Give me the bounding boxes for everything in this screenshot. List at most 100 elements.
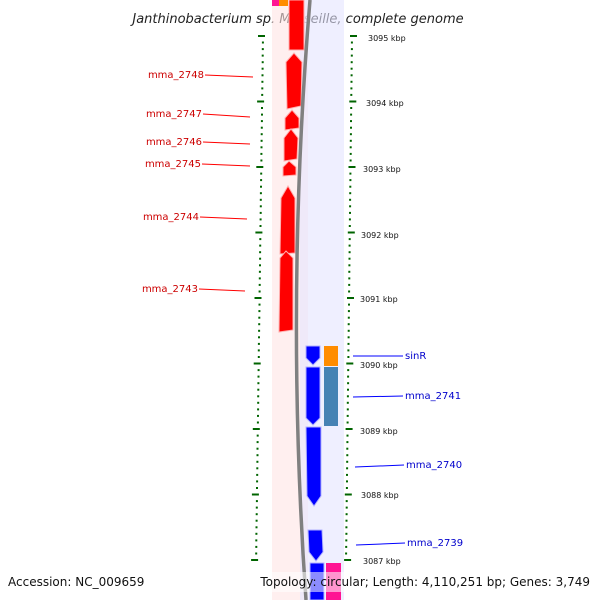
gene-arrow-mma-2746[interactable] [283,128,299,162]
ruler-minor-tick [347,375,350,378]
leader-mma-2741 [352,395,404,398]
ruler-minor-tick [349,211,351,214]
ruler-major-tick [346,362,354,365]
ruler-minor-tick [348,270,351,273]
ruler-minor-tick [345,526,348,529]
ruler-minor-tick [348,225,351,227]
leader-mma-2739 [355,542,406,546]
ruler-major-tick [347,297,354,299]
ruler-minor-tick [259,244,262,247]
ruler-major-tick [344,493,352,496]
genome-backbone [294,0,312,600]
ruler-minor-tick [261,41,264,44]
ruler-minor-tick [255,506,258,509]
ruler-minor-tick [346,408,349,411]
ruler-major-tick [253,362,261,365]
ruler-minor-tick [256,480,259,483]
gene-arrow-mma-2748[interactable] [285,52,303,110]
ruler-label-3092: 3092 kbp [361,231,399,240]
ruler-minor-tick [259,205,262,208]
ruler-minor-tick [260,172,263,175]
ruler-minor-tick [256,467,259,470]
ruler-minor-tick [350,93,353,96]
ruler-minor-tick [347,349,350,352]
ruler-minor-tick [261,54,264,57]
ruler-minor-tick [350,41,353,44]
gene-label-mma-2748[interactable]: mma_2748 [148,70,204,81]
ruler-major-tick [345,428,353,430]
ruler-minor-tick [346,454,349,457]
gene-arrow-mma-2747[interactable] [284,109,300,131]
ruler-minor-tick [347,310,350,313]
ruler-minor-tick [257,382,260,385]
ruler-major-tick [252,428,260,430]
ruler-minor-tick [346,395,349,398]
gene-arrow-sinR[interactable] [305,345,321,366]
ruler-minor-tick [256,487,258,489]
gene-label-mma-2746[interactable]: mma_2746 [146,137,202,148]
ruler-minor-tick [261,48,264,51]
ruler-minor-tick [255,500,258,503]
gene-label-mma-2739[interactable]: mma_2739 [407,538,463,549]
ruler-minor-tick [260,146,263,149]
ruler-minor-tick [256,447,259,450]
top-orange-feature [279,0,288,6]
ruler-minor-tick [347,329,350,332]
gene-label-mma-2743[interactable]: mma_2743 [142,284,198,295]
ruler-minor-tick [258,283,261,286]
mma-2741-steel-feature [324,367,338,426]
ruler-minor-tick [346,434,349,437]
ruler-minor-tick [348,251,351,254]
ruler-minor-tick [347,356,350,358]
ruler-minor-tick [345,552,348,555]
ruler-minor-tick [347,342,350,345]
gene-arrow-mma-2740[interactable] [305,426,322,507]
gene-label-sinR[interactable]: sinR [405,351,426,362]
gene-arrow-mma-2745[interactable] [282,160,297,177]
ruler-minor-tick [348,303,350,306]
ruler-minor-tick [256,441,259,444]
ruler-minor-tick [345,545,348,548]
gene-label-mma-2747[interactable]: mma_2747 [146,109,202,120]
gene-label-mma-2744[interactable]: mma_2744 [143,212,199,223]
ruler-minor-tick [350,61,353,64]
gene-label-mma-2745[interactable]: mma_2745 [145,159,201,170]
ruler-minor-tick [347,369,350,372]
ruler-minor-tick [256,454,259,457]
sinR-orange-feature [324,346,338,366]
ruler-major-tick [251,559,259,561]
ruler-minor-tick [350,48,353,51]
ruler-minor-tick [256,473,259,476]
ruler-minor-tick [349,133,352,136]
gene-arrow-mma-2743[interactable] [278,250,294,333]
ruler-minor-tick [349,159,352,162]
gene-arrow-mma-2744[interactable] [279,185,296,255]
gene-label-mma-2741[interactable]: mma_2741 [405,391,461,402]
ruler-minor-tick [348,283,351,286]
ruler-label-3094: 3094 kbp [366,99,404,108]
ruler-label-3095: 3095 kbp [368,34,406,43]
ruler-minor-tick [349,139,352,142]
ruler-minor-tick [255,545,258,548]
ruler-minor-tick [348,257,351,260]
ruler-minor-tick [259,192,262,195]
gene-arrow-mma-2741[interactable] [305,366,321,426]
ruler-minor-tick [346,447,349,450]
ruler-minor-tick [260,126,263,129]
ruler-minor-tick [345,539,348,542]
ruler-minor-tick [260,159,263,162]
ruler-minor-tick [258,323,261,326]
gene-label-mma-2740[interactable]: mma_2740 [406,460,462,471]
ruler-minor-tick [345,500,348,503]
top-red-feature [288,0,305,51]
ruler-label-3091: 3091 kbp [360,295,398,304]
ruler-minor-tick [349,146,352,149]
ruler-minor-tick [350,87,353,90]
gene-arrow-mma-2739[interactable] [307,529,324,562]
ruler-minor-tick [258,336,260,339]
ruler-major-tick [251,493,259,496]
ruler-minor-tick [346,421,349,424]
ruler-minor-tick [349,192,352,195]
ruler-minor-tick [350,113,353,116]
ruler-minor-tick [346,473,348,476]
